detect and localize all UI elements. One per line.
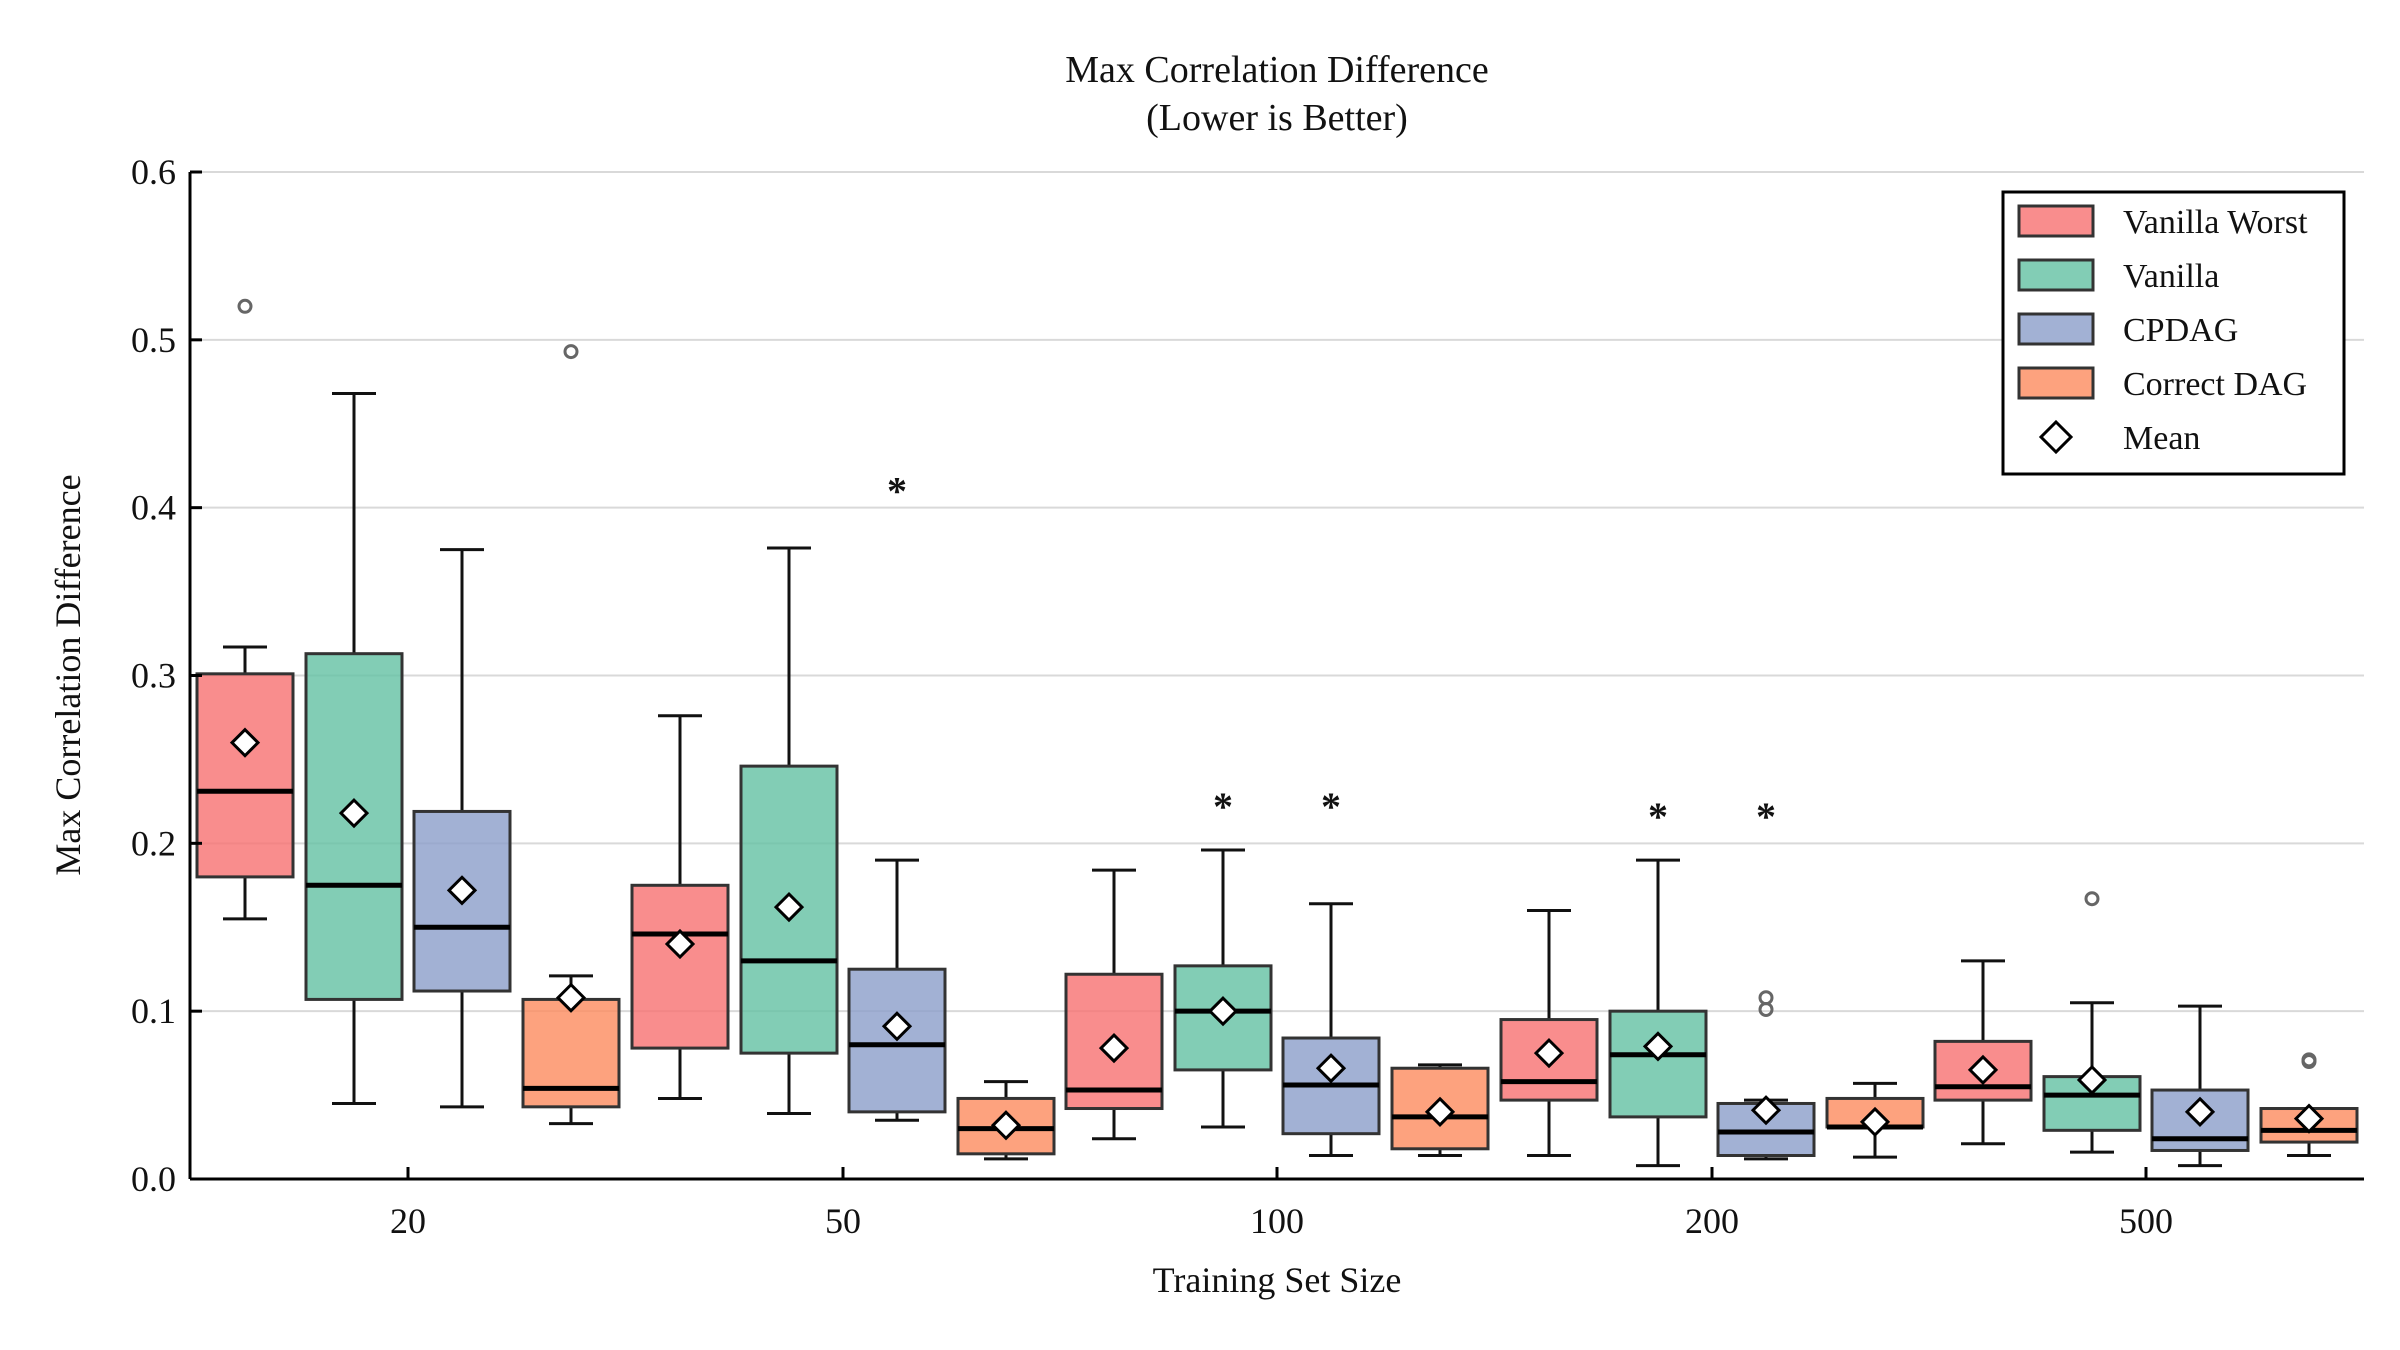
legend-swatch — [2017, 258, 2095, 292]
y-tick-label: 0.1 — [131, 991, 176, 1031]
mean-marker — [229, 727, 261, 758]
y-tick-label: 0.4 — [131, 488, 176, 528]
mean-marker — [446, 875, 478, 906]
box-cpdag-100 — [1281, 902, 1381, 1158]
mean-marker — [1533, 1038, 1565, 1069]
x-axis-label: Training Set Size — [1153, 1260, 1402, 1300]
mean-marker — [2076, 1064, 2108, 1096]
box-correct-dag-20 — [521, 344, 621, 1126]
box-iqr — [195, 672, 295, 879]
legend-label: Mean — [2123, 420, 2200, 457]
legend-swatch — [2017, 366, 2095, 400]
box-iqr — [1499, 1018, 1599, 1102]
box-vanilla-worst-20 — [195, 298, 295, 921]
outlier-point — [237, 298, 253, 314]
legend-mean-marker — [2038, 419, 2074, 455]
y-tick-label: 0.6 — [131, 152, 176, 192]
box-cpdag-50 — [847, 858, 947, 1122]
box-vanilla-worst-200 — [1499, 908, 1599, 1158]
box-correct-dag-200 — [1825, 1081, 1925, 1159]
legend-label: Vanilla Worst — [2123, 204, 2308, 241]
mean-marker — [881, 1011, 913, 1042]
mean-marker — [338, 798, 370, 829]
mean-marker — [2293, 1103, 2325, 1134]
significance-marker: * — [887, 468, 907, 513]
mean-marker — [1098, 1032, 1130, 1064]
outlier-point — [1758, 1001, 1774, 1017]
box-vanilla-100 — [1173, 848, 1273, 1129]
box-vanilla-500 — [2042, 891, 2142, 1154]
box-vanilla-50 — [739, 546, 839, 1116]
outlier-point — [2301, 1052, 2317, 1068]
box-iqr — [1608, 1009, 1708, 1119]
legend-swatch — [2017, 312, 2095, 346]
mean-marker — [773, 891, 805, 923]
box-correct-dag-50 — [956, 1080, 1056, 1161]
mean-marker — [1750, 1095, 1782, 1126]
tick-layer: 0.0 0.1 0.2 0.3 0.4 0.5 0.6 20 50 100 200 500 — [131, 152, 2173, 1241]
box-cpdag-500 — [2150, 1004, 2250, 1168]
x-tick-label: 500 — [2119, 1201, 2173, 1241]
significance-marker: * — [1213, 784, 1233, 829]
significance-marker: * — [1321, 784, 1341, 829]
box-vanilla-worst-50 — [630, 714, 730, 1100]
box-vanilla-worst-100 — [1064, 868, 1164, 1141]
grid-layer — [190, 171, 2364, 1013]
legend-swatch — [2017, 204, 2095, 238]
x-tick-label: 50 — [825, 1201, 861, 1241]
y-tick-label: 0.0 — [131, 1159, 176, 1199]
mean-marker — [1642, 1031, 1674, 1062]
y-tick-label: 0.2 — [131, 823, 176, 863]
outlier-point — [563, 344, 579, 360]
mean-marker — [664, 928, 696, 960]
x-tick-label: 20 — [390, 1201, 426, 1241]
outlier-point — [2084, 891, 2100, 907]
y-axis-label: Max Correlation Difference — [48, 474, 88, 875]
legend-label: Correct DAG — [2123, 366, 2307, 403]
mean-marker — [990, 1110, 1022, 1141]
box-iqr — [630, 883, 730, 1050]
box-cpdag-200 — [1716, 990, 1816, 1161]
annotation-layer: * * * * * — [887, 468, 1776, 839]
box-correct-dag-100 — [1390, 1063, 1490, 1158]
x-tick-label: 200 — [1685, 1201, 1739, 1241]
mean-marker — [1859, 1106, 1891, 1138]
box-correct-dag-500 — [2259, 1052, 2359, 1158]
box-vanilla-20 — [304, 392, 404, 1105]
significance-marker: * — [1648, 794, 1668, 839]
legend: Vanilla Worst Vanilla CPDAG Correct DAG Mean — [2001, 190, 2346, 476]
legend-label: CPDAG — [2123, 312, 2238, 349]
significance-marker: * — [1756, 794, 1776, 839]
mean-marker — [1315, 1053, 1347, 1084]
y-tick-label: 0.3 — [131, 656, 176, 696]
y-tick-label: 0.5 — [131, 320, 176, 360]
mean-marker — [555, 982, 587, 1013]
mean-marker — [1424, 1096, 1456, 1127]
box-layer — [195, 298, 2359, 1168]
x-tick-label: 100 — [1250, 1201, 1304, 1241]
mean-marker — [1967, 1054, 1999, 1086]
chart-subtitle: (Lower is Better) — [1146, 97, 1408, 139]
box-cpdag-20 — [412, 548, 512, 1109]
box-vanilla-200 — [1608, 858, 1708, 1168]
mean-marker — [2184, 1096, 2216, 1127]
mean-marker — [1207, 996, 1239, 1027]
outlier-point — [1758, 990, 1774, 1006]
box-vanilla-worst-500 — [1933, 959, 2033, 1146]
chart-title: Max Correlation Difference — [1065, 49, 1488, 91]
legend-label: Vanilla — [2123, 258, 2219, 295]
